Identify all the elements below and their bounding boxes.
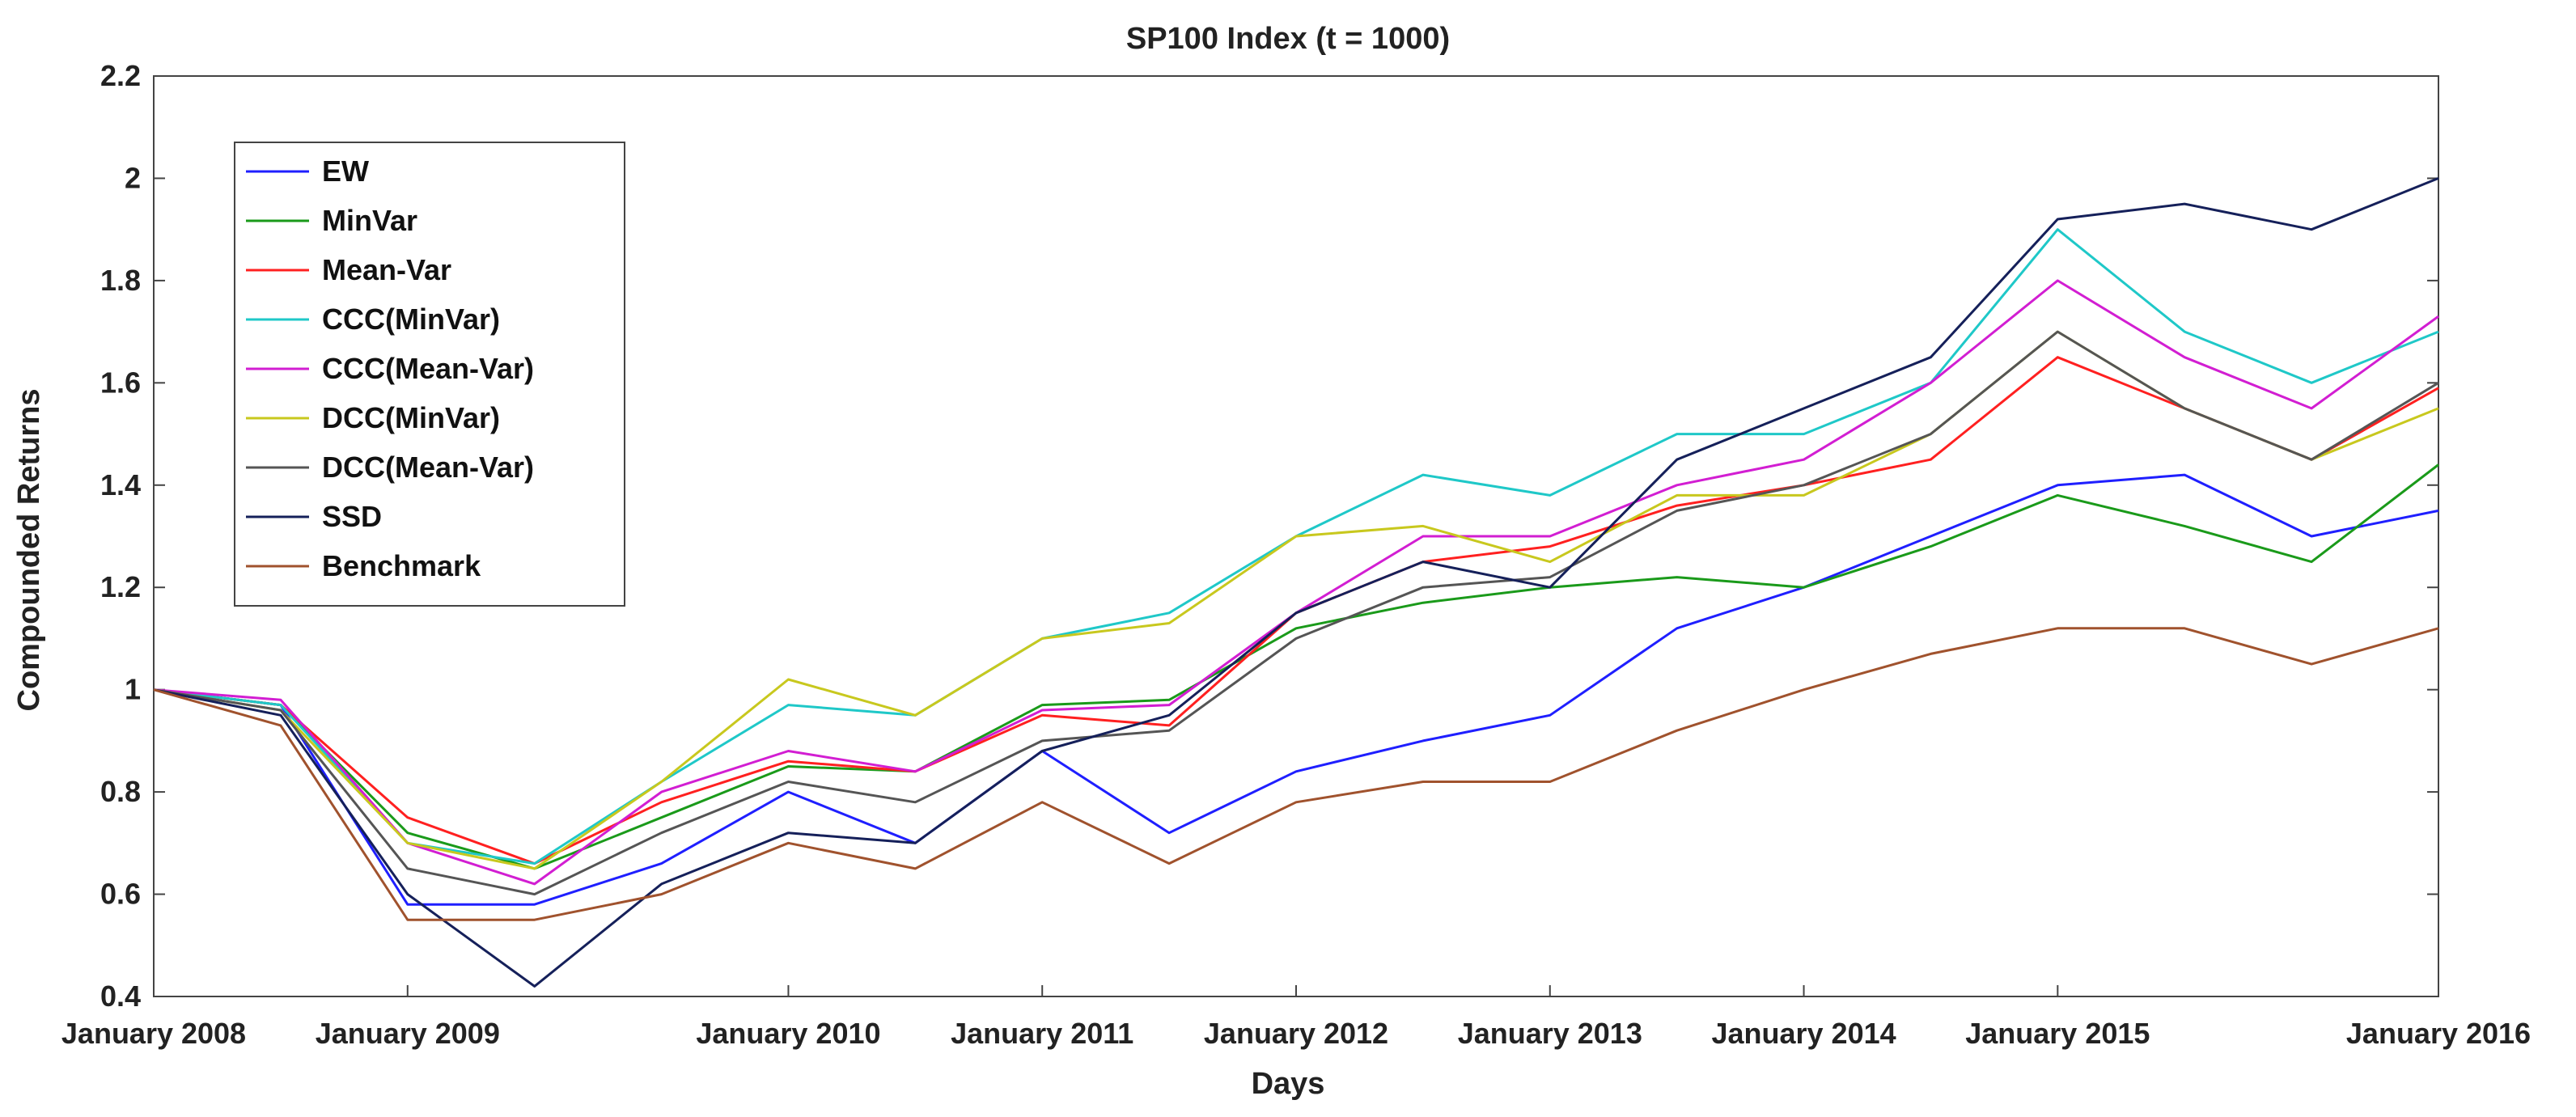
legend-label: CCC(Mean-Var) — [322, 352, 534, 385]
x-tick-label: January 2014 — [1711, 1017, 1896, 1050]
x-tick-label: January 2011 — [951, 1017, 1133, 1050]
y-tick-label: 1.8 — [100, 264, 141, 297]
y-tick-label: 1.2 — [100, 570, 141, 603]
y-tick-label: 2 — [125, 161, 141, 194]
y-tick-label: 0.8 — [100, 775, 141, 808]
x-axis: January 2008 January 2009 January 2010 Janu… — [61, 985, 2531, 1050]
x-tick-label: January 2010 — [696, 1017, 880, 1050]
chart-title: SP100 Index (t = 1000) — [1126, 22, 1450, 56]
legend-label: MinVar — [322, 204, 417, 237]
legend-label: Benchmark — [322, 549, 481, 582]
y-axis: 0.4 0.6 0.8 1 1.2 1.4 1.6 1.8 2 2.2 — [100, 59, 2438, 1013]
legend-label: EW — [322, 154, 369, 188]
x-tick-label: January 2016 — [2346, 1017, 2531, 1050]
legend: EW MinVar Mean-Var CCC(MinVar) CCC(Mean-Var)… — [234, 142, 625, 607]
x-tick-label: January 2008 — [61, 1017, 246, 1050]
legend-label: CCC(MinVar) — [322, 303, 500, 336]
legend-label: Mean-Var — [322, 253, 451, 286]
y-tick-label: 1.4 — [100, 468, 141, 501]
x-tick-label: January 2009 — [316, 1017, 500, 1050]
legend-label: DCC(Mean-Var) — [322, 451, 534, 484]
y-axis-label: Compounded Returns — [12, 389, 46, 712]
y-tick-label: 1.6 — [100, 366, 141, 399]
legend-label: DCC(MinVar) — [322, 401, 500, 434]
x-tick-label: January 2015 — [1965, 1017, 2150, 1050]
y-tick-label: 0.4 — [100, 979, 141, 1013]
legend-label: SSD — [322, 500, 382, 533]
series-line-ssd — [153, 177, 2439, 988]
y-tick-label: 1 — [125, 673, 141, 706]
x-tick-label: January 2013 — [1458, 1017, 1642, 1050]
y-tick-label: 0.6 — [100, 878, 141, 911]
series-line-ew — [153, 473, 2439, 906]
x-tick-label: January 2012 — [1204, 1017, 1388, 1050]
series-lines — [153, 177, 2439, 988]
series-line-dcc-mean-var — [153, 330, 2439, 896]
x-axis-label: Days — [1252, 1067, 1325, 1101]
y-tick-label: 2.2 — [100, 59, 141, 92]
series-line-benchmark — [153, 627, 2439, 921]
